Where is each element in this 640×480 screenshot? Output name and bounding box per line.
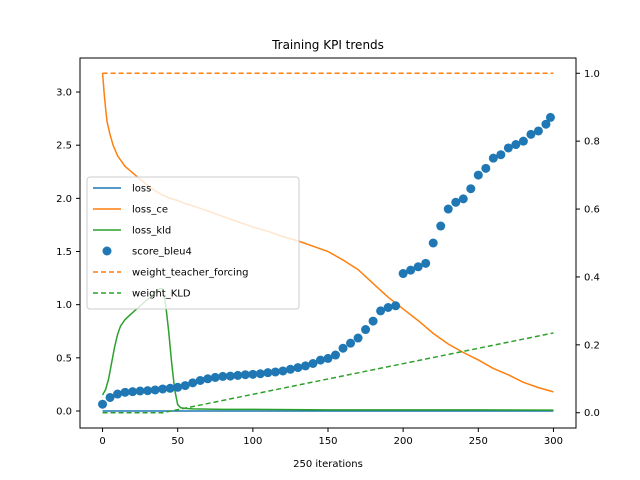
score-bleu4-point bbox=[338, 343, 348, 353]
score-bleu4-point bbox=[210, 372, 220, 382]
score-bleu4-point bbox=[481, 163, 491, 173]
score-bleu4-point bbox=[421, 258, 431, 268]
score-bleu4-point bbox=[225, 371, 235, 381]
score-bleu4-point bbox=[518, 136, 528, 146]
score-bleu4-point bbox=[285, 364, 295, 374]
score-bleu4-point bbox=[541, 119, 551, 129]
x-tick-label: 300 bbox=[544, 436, 563, 447]
legend-label-loss: loss bbox=[132, 184, 151, 195]
score-bleu4-point bbox=[466, 184, 476, 194]
score-bleu4-point bbox=[361, 325, 371, 335]
legend-marker-score-bleu4 bbox=[102, 246, 112, 256]
score-bleu4-point bbox=[173, 382, 183, 392]
score-bleu4-point bbox=[511, 140, 521, 150]
score-bleu4-point bbox=[488, 153, 498, 163]
score-bleu4-point bbox=[473, 170, 483, 180]
score-bleu4-point bbox=[346, 338, 356, 348]
score-bleu4-point bbox=[128, 387, 138, 397]
x-tick-label: 50 bbox=[171, 436, 184, 447]
score-bleu4-point bbox=[323, 353, 333, 363]
x-tick-label: 100 bbox=[243, 436, 262, 447]
score-bleu4-point bbox=[98, 399, 108, 409]
y-left-tick-label: 2.5 bbox=[56, 141, 72, 152]
score-bleu4-point bbox=[218, 371, 228, 381]
score-bleu4-point bbox=[143, 386, 153, 396]
legend-label-score-bleu4: score_bleu4 bbox=[132, 247, 192, 258]
y-axis-left: 0.0 0.5 1.0 1.5 2.0 2.5 3.0 bbox=[56, 88, 80, 417]
score-bleu4-point bbox=[428, 238, 438, 248]
score-bleu4-point bbox=[248, 369, 258, 379]
score-bleu4-point bbox=[180, 381, 190, 391]
x-axis-label: 250 iterations bbox=[293, 459, 363, 470]
score-bleu4-point bbox=[278, 366, 288, 376]
score-bleu4-point bbox=[533, 126, 543, 136]
y-right-tick-label: 0.4 bbox=[584, 272, 600, 283]
score-bleu4-point bbox=[526, 129, 536, 139]
score-bleu4-point bbox=[135, 386, 145, 396]
score-bleu4-point bbox=[270, 367, 280, 377]
score-bleu4-point bbox=[331, 350, 341, 360]
score-bleu4-point bbox=[203, 374, 213, 384]
legend: loss loss_ce loss_kld score_bleu4 weight_tea… bbox=[86, 176, 300, 310]
y-left-tick-label: 0.0 bbox=[56, 406, 72, 417]
score-bleu4-series bbox=[98, 112, 555, 409]
score-bleu4-point bbox=[451, 197, 461, 207]
y-right-tick-label: 0.2 bbox=[584, 340, 600, 351]
score-bleu4-point bbox=[195, 375, 205, 385]
score-bleu4-point bbox=[436, 221, 446, 231]
y-left-tick-label: 1.0 bbox=[56, 300, 72, 311]
score-bleu4-point bbox=[120, 387, 130, 397]
score-bleu4-point bbox=[300, 361, 310, 371]
score-bleu4-point bbox=[233, 370, 243, 380]
score-bleu4-point bbox=[406, 265, 416, 275]
y-left-tick-label: 1.5 bbox=[56, 247, 72, 258]
score-bleu4-point bbox=[376, 306, 386, 316]
score-bleu4-point bbox=[158, 384, 168, 394]
x-tick-label: 0 bbox=[99, 436, 105, 447]
x-tick-label: 250 bbox=[469, 436, 488, 447]
score-bleu4-point bbox=[105, 392, 115, 402]
score-bleu4-point bbox=[240, 370, 250, 380]
score-bleu4-point bbox=[293, 363, 303, 373]
score-bleu4-point bbox=[150, 385, 160, 395]
score-bleu4-point bbox=[443, 204, 453, 214]
score-bleu4-point bbox=[165, 383, 175, 393]
score-bleu4-point bbox=[398, 269, 408, 279]
legend-label-weight-teacher-forcing: weight_teacher_forcing bbox=[132, 268, 249, 279]
weight-kld-line bbox=[102, 332, 554, 414]
score-bleu4-point bbox=[368, 316, 378, 326]
y-left-tick-label: 3.0 bbox=[56, 88, 72, 99]
score-bleu4-point bbox=[545, 112, 555, 122]
score-bleu4-point bbox=[113, 389, 123, 399]
y-left-tick-label: 0.5 bbox=[56, 353, 72, 364]
score-bleu4-point bbox=[496, 150, 506, 160]
y-right-tick-label: 0.0 bbox=[584, 408, 600, 419]
legend-label-loss-ce: loss_ce bbox=[132, 205, 168, 216]
legend-frame bbox=[86, 176, 300, 310]
score-bleu4-point bbox=[391, 301, 401, 311]
score-bleu4-point bbox=[458, 194, 468, 204]
score-bleu4-point bbox=[255, 369, 265, 379]
y-right-tick-label: 0.8 bbox=[584, 137, 600, 148]
x-tick-label: 200 bbox=[394, 436, 413, 447]
score-bleu4-point bbox=[263, 368, 273, 378]
legend-label-loss-kld: loss_kld bbox=[132, 226, 171, 237]
score-bleu4-point bbox=[413, 262, 423, 272]
y-axis-right: 0.0 0.2 0.4 0.6 0.8 1.0 bbox=[576, 69, 600, 419]
y-left-tick-label: 2.0 bbox=[56, 194, 72, 205]
score-bleu4-point bbox=[308, 359, 318, 369]
score-bleu4-point bbox=[503, 143, 513, 153]
x-axis: 0 50 100 150 200 250 300 bbox=[99, 428, 563, 447]
y-right-tick-label: 0.6 bbox=[584, 205, 600, 216]
plot-area bbox=[98, 72, 555, 414]
legend-label-weight-kld: weight_KLD bbox=[132, 289, 191, 300]
score-bleu4-point bbox=[315, 355, 325, 365]
score-bleu4-point bbox=[188, 378, 198, 388]
score-bleu4-point bbox=[383, 302, 393, 312]
chart-title: Training KPI trends bbox=[271, 38, 384, 52]
x-tick-label: 150 bbox=[318, 436, 337, 447]
score-bleu4-point bbox=[353, 333, 363, 343]
y-right-tick-label: 1.0 bbox=[584, 69, 600, 80]
